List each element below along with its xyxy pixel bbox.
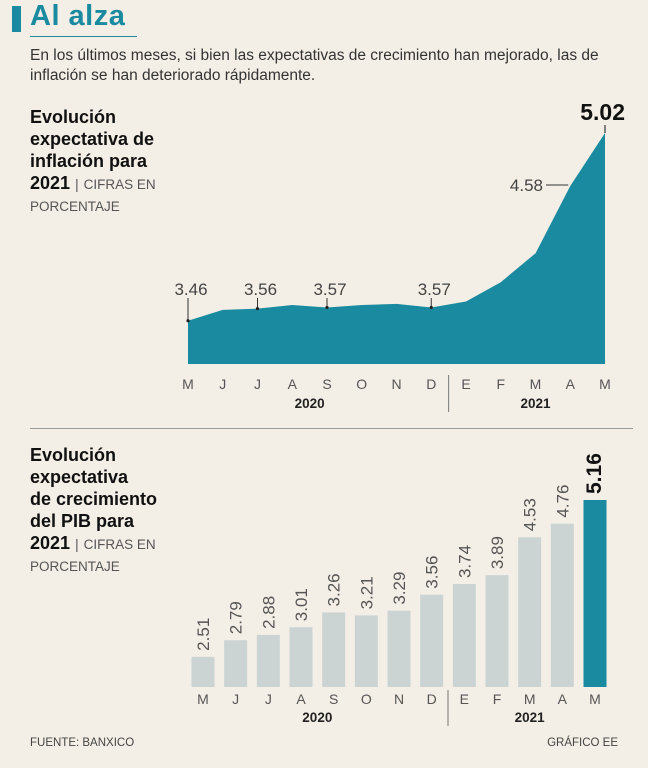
growth-value-label: 3.21: [357, 576, 376, 609]
inflation-chart-title: Evolución expectativa de inflación para …: [30, 106, 156, 218]
inflation-value-label: 3.46: [174, 280, 207, 299]
growth-value-label: 4.53: [521, 498, 540, 531]
growth-x-tick-label: S: [329, 691, 338, 707]
inflation-x-tick-label: A: [288, 376, 298, 392]
growth-x-tick-label: D: [427, 691, 437, 707]
growth-x-tick-label: O: [361, 691, 372, 707]
growth-title-year: 2021: [30, 533, 71, 553]
inflation-x-tick-label: F: [496, 376, 505, 392]
growth-chart-title: Evolución expectativa de crecimiento del…: [30, 444, 157, 578]
inflation-title-line: inflación para: [30, 151, 148, 171]
inflation-title-line: expectativa de: [30, 129, 155, 149]
inflation-title-year: 2021: [30, 173, 71, 193]
growth-bar: [583, 500, 607, 687]
growth-title-line: de crecimiento: [30, 489, 158, 509]
inflation-title-line-year: 2021 | CIFRAS EN: [30, 172, 156, 196]
growth-bar: [485, 575, 509, 687]
inflation-point: [429, 305, 433, 310]
growth-value-label: 4.76: [553, 485, 572, 518]
growth-title-line: expectativa: [30, 467, 129, 487]
inflation-x-tick-label: J: [219, 376, 226, 392]
inflation-x-tick-label: M: [182, 376, 194, 392]
growth-unit-separator: |: [75, 537, 79, 552]
growth-title-line: del PIB para: [30, 511, 135, 531]
inflation-year-label: 2021: [520, 396, 551, 411]
inflation-x-tick-label: M: [530, 376, 542, 392]
growth-value-label: 2.79: [227, 601, 246, 634]
growth-value-label: 3.74: [455, 545, 474, 578]
inflation-value-label: 3.56: [244, 280, 277, 299]
inflation-x-tick-label: E: [461, 376, 470, 392]
growth-value-label: 2.51: [194, 618, 213, 651]
growth-x-tick-label: J: [232, 691, 239, 707]
inflation-unit-line: CIFRAS EN: [83, 177, 156, 192]
growth-unit-line: PORCENTAJE: [30, 559, 120, 574]
growth-bar: [322, 612, 346, 687]
growth-x-tick-label: M: [197, 691, 209, 707]
growth-value-label: 3.29: [390, 572, 409, 605]
growth-unit-line: CIFRAS EN: [83, 537, 156, 552]
growth-x-tick-label: M: [589, 691, 601, 707]
credit-note: GRÁFICO EE: [547, 737, 618, 749]
growth-x-tick-label: N: [394, 691, 404, 707]
growth-x-tick-label: J: [265, 691, 272, 707]
growth-value-label: 3.01: [292, 588, 311, 621]
growth-bar: [256, 634, 280, 687]
growth-value-label: 3.56: [423, 556, 442, 589]
section-divider: [30, 428, 633, 429]
growth-year-label: 2021: [515, 710, 546, 725]
growth-x-tick-label: M: [524, 691, 536, 707]
page-subtitle: En los últimos meses, si bien las expect…: [30, 47, 599, 84]
growth-bar: [518, 537, 542, 687]
growth-x-tick-label: F: [493, 691, 502, 707]
growth-year-label: 2020: [302, 710, 332, 725]
inflation-unit-separator: |: [75, 177, 79, 192]
inflation-x-tick-label: S: [322, 376, 331, 392]
growth-bar: [387, 610, 411, 687]
inflation-value-label: 4.58: [510, 176, 543, 195]
inflation-value-label: 3.57: [418, 280, 451, 299]
growth-bar: [289, 627, 313, 687]
growth-bar: [452, 584, 476, 687]
inflation-unit-line: PORCENTAJE: [30, 199, 120, 214]
source-note: FUENTE: BANXICO: [30, 737, 135, 749]
growth-title-line: Evolución: [30, 445, 117, 465]
growth-x-tick-label: A: [558, 691, 568, 707]
inflation-title-line: Evolución: [30, 107, 117, 127]
growth-x-tick-label: E: [460, 691, 469, 707]
growth-value-label: 3.89: [488, 536, 507, 569]
growth-value-label: 5.16: [583, 453, 606, 494]
title-accent-bar: [12, 6, 21, 32]
inflation-point: [186, 319, 190, 323]
inflation-x-tick-label: N: [391, 376, 401, 392]
growth-title-line-year: 2021 | CIFRAS EN: [30, 532, 157, 556]
growth-bar: [191, 656, 215, 687]
growth-value-label: 2.88: [259, 596, 278, 629]
inflation-x-tick-label: A: [566, 376, 576, 392]
inflation-value-label: 5.02: [580, 99, 625, 125]
inflation-area: [188, 133, 605, 364]
growth-bar: [354, 615, 378, 687]
growth-bar: [550, 523, 574, 687]
inflation-year-label: 2020: [295, 396, 325, 411]
growth-bar: [420, 594, 444, 687]
growth-bar: [224, 640, 248, 687]
inflation-x-tick-label: J: [254, 376, 261, 392]
inflation-value-label: 3.57: [313, 280, 346, 299]
title-underline: [30, 36, 137, 37]
inflation-x-tick-label: O: [356, 376, 367, 392]
inflation-point: [325, 305, 329, 310]
inflation-x-tick-label: D: [426, 376, 436, 392]
page-title: Al alza: [30, 0, 126, 32]
growth-x-tick-label: A: [296, 691, 306, 707]
inflation-point: [255, 307, 260, 311]
growth-value-label: 3.26: [325, 573, 344, 606]
inflation-x-tick-label: M: [599, 376, 611, 392]
